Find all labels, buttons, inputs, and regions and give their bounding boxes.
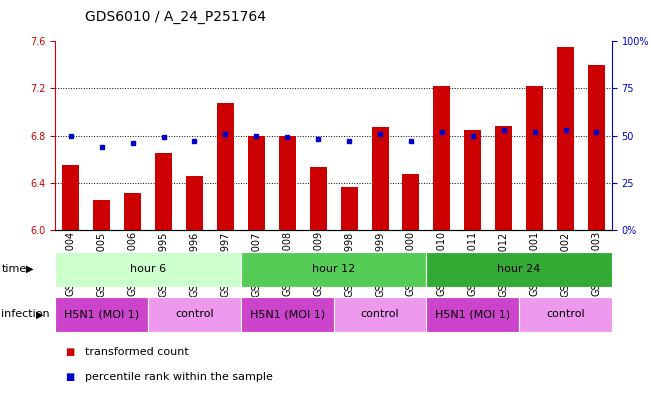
Bar [55,252,241,287]
Bar [279,136,296,230]
Bar [464,130,481,230]
Bar [426,252,612,287]
Bar [155,153,172,230]
Bar [426,297,519,332]
Text: transformed count: transformed count [85,347,188,357]
Bar [55,297,148,332]
Bar [241,297,333,332]
Bar [402,174,419,230]
Text: infection: infection [1,309,50,320]
Bar [526,86,543,230]
Text: ▶: ▶ [26,264,34,274]
Bar [557,47,574,230]
Bar [241,252,426,287]
Text: ■: ■ [65,372,74,382]
Bar [310,167,327,230]
Bar [519,297,612,332]
Text: hour 12: hour 12 [312,264,355,274]
Bar [93,200,110,230]
Text: percentile rank within the sample: percentile rank within the sample [85,372,273,382]
Text: ■: ■ [65,347,74,357]
Text: time: time [1,264,27,274]
Bar [186,176,203,230]
Bar [333,297,426,332]
Text: H5N1 (MOI 1): H5N1 (MOI 1) [250,309,325,320]
Text: GDS6010 / A_24_P251764: GDS6010 / A_24_P251764 [85,10,266,24]
Bar [124,193,141,230]
Text: control: control [361,309,399,320]
Text: H5N1 (MOI 1): H5N1 (MOI 1) [64,309,139,320]
Bar [434,86,450,230]
Text: control: control [546,309,585,320]
Text: hour 24: hour 24 [497,264,541,274]
Bar [217,103,234,230]
Bar [148,297,241,332]
Bar [62,165,79,230]
Text: control: control [175,309,214,320]
Text: ▶: ▶ [36,309,44,320]
Bar [340,187,357,230]
Bar [495,126,512,230]
Bar [588,65,605,230]
Bar [248,136,265,230]
Bar [372,127,389,230]
Text: H5N1 (MOI 1): H5N1 (MOI 1) [436,309,510,320]
Text: hour 6: hour 6 [130,264,166,274]
